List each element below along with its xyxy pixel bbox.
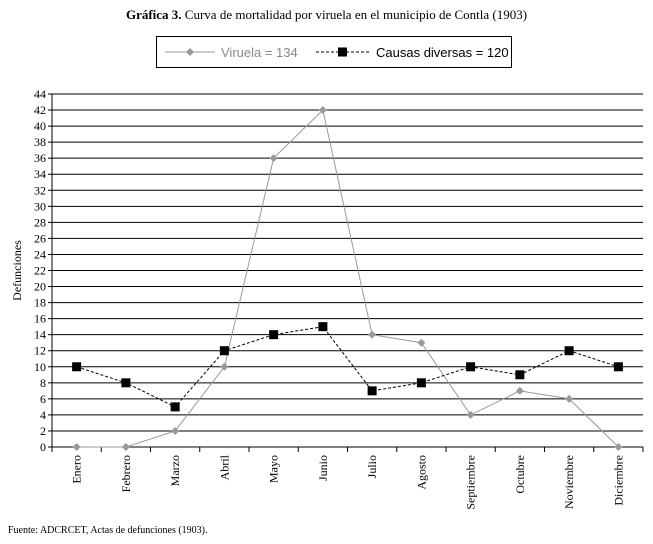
x-tick-label: Enero <box>70 455 84 484</box>
y-tick-label: 6 <box>40 392 46 406</box>
y-tick-label: 30 <box>34 199 46 213</box>
y-tick-label: 10 <box>34 360 46 374</box>
x-tick-label: Agosto <box>414 455 428 490</box>
y-tick-label: 4 <box>40 408 46 422</box>
y-tick-label: 26 <box>34 231 46 245</box>
data-point-causas-diversas <box>613 362 623 372</box>
x-tick-label: Diciembre <box>611 455 625 506</box>
y-tick-label: 38 <box>34 135 46 149</box>
legend-label-viruela: Viruela = 134 <box>221 45 298 60</box>
y-tick-label: 0 <box>40 440 46 454</box>
legend: Viruela = 134 Causas diversas = 120 <box>156 36 512 68</box>
y-tick-label: 44 <box>34 87 46 101</box>
x-tick-label: Febrero <box>119 455 133 492</box>
x-tick-label: Junio <box>316 455 330 481</box>
x-tick-label: Marzo <box>168 455 182 486</box>
x-tick-label: Noviembre <box>562 455 576 509</box>
y-tick-label: 36 <box>34 151 46 165</box>
data-point-causas-diversas <box>72 362 82 372</box>
y-tick-label: 8 <box>40 376 46 390</box>
data-point-viruela <box>171 426 180 435</box>
y-tick-label: 28 <box>34 215 46 229</box>
data-point-viruela <box>565 394 574 403</box>
data-point-viruela <box>220 362 229 371</box>
chart-title: Gráfica 3. Curva de mortalidad por virue… <box>0 7 653 23</box>
data-point-causas-diversas <box>318 322 328 332</box>
y-tick-label: 34 <box>34 167 46 181</box>
data-point-viruela <box>269 154 278 163</box>
data-point-causas-diversas <box>416 378 426 388</box>
y-tick-label: 24 <box>34 247 46 261</box>
y-tick-label: 40 <box>34 119 46 133</box>
data-point-viruela <box>121 443 130 451</box>
data-point-causas-diversas <box>219 346 229 356</box>
chart-title-prefix: Gráfica 3. <box>125 7 182 22</box>
data-point-causas-diversas <box>269 330 279 340</box>
y-tick-label: 32 <box>34 183 46 197</box>
y-tick-label: 12 <box>34 344 46 358</box>
y-axis-label: Defunciones <box>10 240 24 301</box>
x-tick-label: Octubre <box>513 455 527 494</box>
data-point-causas-diversas <box>170 402 180 412</box>
data-point-causas-diversas <box>515 370 525 380</box>
data-point-viruela <box>515 386 524 395</box>
series-line-viruela <box>76 109 619 448</box>
legend-graphics: Viruela = 134 Causas diversas = 120 <box>165 45 509 60</box>
y-tick-label: 14 <box>34 328 46 342</box>
data-point-viruela <box>466 410 475 419</box>
y-tick-label: 22 <box>34 264 46 278</box>
legend-label-causas-diversas: Causas diversas = 120 <box>376 45 509 60</box>
series-line-causas-diversas <box>76 326 619 408</box>
data-point-viruela <box>318 106 327 115</box>
x-tick-label: Septiembre <box>464 455 478 510</box>
y-tick-label: 18 <box>34 296 46 310</box>
data-point-viruela <box>614 443 623 451</box>
data-point-causas-diversas <box>367 386 377 396</box>
x-tick-label: Abril <box>217 454 231 480</box>
chart-title-text: Curva de mortalidad por viruela en el mu… <box>181 7 528 22</box>
y-tick-label: 16 <box>34 312 46 326</box>
data-point-viruela <box>417 338 426 347</box>
y-tick-label: 20 <box>34 280 46 294</box>
legend-marker-viruela <box>186 48 194 56</box>
y-tick-label: 2 <box>40 424 46 438</box>
data-point-viruela <box>368 330 377 339</box>
source-note: Fuente: ADCRCET, Actas de defunciones (1… <box>8 525 208 536</box>
x-tick-label: Julio <box>365 455 379 478</box>
data-point-viruela <box>72 443 81 451</box>
y-tick-label: 42 <box>34 103 46 117</box>
data-point-causas-diversas <box>564 346 574 356</box>
data-point-causas-diversas <box>121 378 131 388</box>
data-point-causas-diversas <box>466 362 476 372</box>
legend-marker-causas-diversas <box>338 47 347 57</box>
x-tick-label: Mayo <box>267 455 281 483</box>
